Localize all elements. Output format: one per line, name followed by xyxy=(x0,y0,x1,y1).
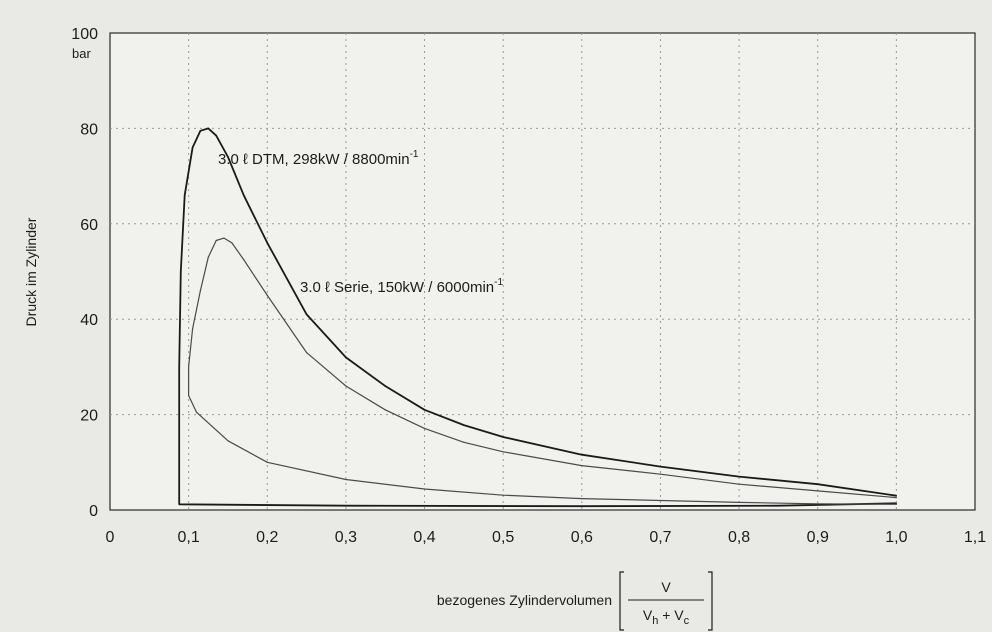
series-point xyxy=(895,503,898,505)
series-point xyxy=(223,237,225,239)
y-tick-label: 40 xyxy=(80,312,98,329)
series-point xyxy=(192,328,194,330)
y-tick-label: 60 xyxy=(80,217,98,234)
series-point xyxy=(738,476,740,478)
series-point xyxy=(502,436,504,438)
series-label-serie-sup: -1 xyxy=(494,277,503,288)
series-point xyxy=(345,385,347,387)
series-point xyxy=(895,495,898,497)
series-point xyxy=(502,451,504,453)
fraction-bracket-left xyxy=(619,571,624,631)
y-tick-label: 100 xyxy=(71,26,98,43)
x-tick-label: 1,1 xyxy=(964,529,986,546)
series-point xyxy=(502,494,504,496)
x-tick-label: 0,2 xyxy=(256,529,278,546)
series-point xyxy=(738,483,740,485)
series-point xyxy=(384,409,386,411)
series-point xyxy=(207,256,209,258)
series-point xyxy=(659,473,662,475)
series-label-serie: 3.0 ℓ Serie, 150kW / 6000min-1 xyxy=(300,277,503,296)
series-point xyxy=(178,366,180,368)
series-point xyxy=(207,127,209,129)
y-tick-label: 0 xyxy=(89,503,98,520)
series-point xyxy=(227,440,229,442)
y-tick-labels: 0 20 40 60 80 100 xyxy=(71,26,98,520)
series-label-dtm: 3.0 ℓ DTM, 298kW / 8800min-1 xyxy=(218,149,419,168)
x-axis-title: bezogenes Zylindervolumen xyxy=(437,592,612,608)
series-point xyxy=(306,313,308,315)
series-point xyxy=(215,135,217,137)
series-point xyxy=(192,146,194,149)
series-point xyxy=(384,385,386,387)
series-point xyxy=(738,501,740,503)
series-point xyxy=(266,461,268,463)
series-point xyxy=(581,454,583,456)
series-point xyxy=(188,366,190,368)
fraction-denominator: Vh + Vc xyxy=(643,607,690,627)
series-point xyxy=(188,394,190,397)
series-point xyxy=(895,502,898,504)
y-axis-title: Druck im Zylinder xyxy=(23,217,39,326)
series-point xyxy=(178,485,180,487)
y-tick-label: 80 xyxy=(80,121,98,138)
series-point xyxy=(231,242,233,244)
grid xyxy=(110,33,975,510)
series-point xyxy=(227,156,229,158)
series-point xyxy=(184,194,186,196)
x-tick-label: 0 xyxy=(106,529,115,546)
series-point xyxy=(581,465,583,467)
x-tick-label: 0,5 xyxy=(492,529,514,546)
series-point xyxy=(581,498,583,500)
series-point xyxy=(199,290,201,292)
series-point xyxy=(178,503,180,505)
x-tick-label: 0,3 xyxy=(335,529,357,546)
x-tick-label: 0,9 xyxy=(807,529,829,546)
series-point xyxy=(199,130,201,132)
series-line-serie xyxy=(188,237,897,505)
series-label-dtm-main: 3.0 ℓ DTM, 298kW / 8800min xyxy=(218,151,410,168)
y-tick-label: 20 xyxy=(80,408,98,425)
series-point xyxy=(195,411,198,413)
series-point xyxy=(423,488,426,490)
series-point xyxy=(817,490,819,492)
series-point xyxy=(581,505,583,507)
series-point xyxy=(777,505,780,507)
series-point xyxy=(243,259,245,261)
x-tick-labels: 0 0,1 0,2 0,3 0,4 0,5 0,6 0,7 0,8 0,9 1,0 1,1 xyxy=(106,529,987,546)
series-point xyxy=(266,294,268,296)
series-point xyxy=(817,483,819,485)
series-point xyxy=(345,356,347,358)
series-point xyxy=(817,503,819,505)
series-point xyxy=(243,194,245,196)
series-point xyxy=(345,478,347,481)
series-point xyxy=(306,352,308,354)
x-tick-label: 0,8 xyxy=(728,529,750,546)
x-tick-label: 0,4 xyxy=(413,529,435,546)
series-point xyxy=(423,409,426,411)
series-point xyxy=(180,270,182,273)
x-tick-label: 0,6 xyxy=(571,529,593,546)
plot-area xyxy=(109,32,976,511)
series-group xyxy=(178,127,898,508)
series-point xyxy=(423,427,426,429)
fraction-bracket-right xyxy=(708,571,713,631)
x-tick-label: 0,7 xyxy=(649,529,671,546)
x-tick-label: 1,0 xyxy=(885,529,907,546)
series-point xyxy=(215,239,217,242)
y-unit-label: bar xyxy=(72,46,91,61)
series-point xyxy=(659,499,662,502)
fraction-numerator: V xyxy=(661,579,671,595)
series-point xyxy=(345,505,347,507)
series-label-dtm-sup: -1 xyxy=(410,149,419,160)
series-point xyxy=(463,424,465,426)
series-point xyxy=(266,242,268,244)
x-axis-fraction: V Vh + Vc xyxy=(619,571,713,631)
series-point xyxy=(659,466,662,468)
series-point xyxy=(463,441,465,443)
series-label-serie-main: 3.0 ℓ Serie, 150kW / 6000min xyxy=(300,279,494,296)
x-tick-label: 0,1 xyxy=(178,529,200,546)
series-point xyxy=(895,497,898,499)
